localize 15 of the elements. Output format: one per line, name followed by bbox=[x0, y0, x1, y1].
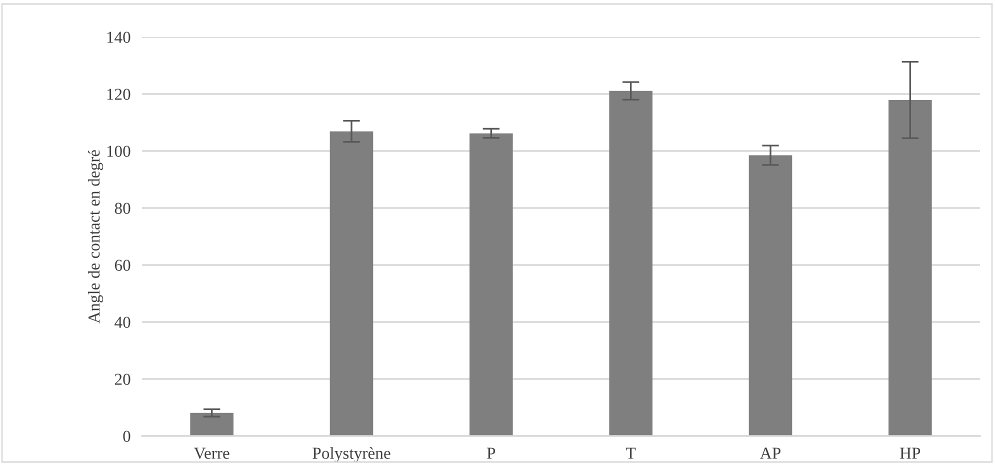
y-tick-label: 140 bbox=[107, 32, 130, 43]
x-tick-label: P bbox=[487, 448, 496, 459]
y-tick-label: 0 bbox=[123, 430, 130, 442]
y-tick-label: 20 bbox=[114, 374, 130, 385]
y-tick-label: 120 bbox=[107, 88, 130, 100]
x-tick-label: T bbox=[626, 448, 636, 459]
x-tick-label: Polystyrène bbox=[312, 447, 390, 462]
y-tick-label: 40 bbox=[114, 316, 130, 328]
y-tick-label: 60 bbox=[114, 260, 130, 271]
y-tick-label: 100 bbox=[107, 146, 130, 157]
x-tick-label: Verre bbox=[194, 448, 230, 459]
x-tick-label: HP bbox=[900, 448, 920, 459]
x-tick-label: AP bbox=[760, 448, 780, 459]
y-axis-title: Angle de contact en degré bbox=[88, 150, 104, 324]
y-tick-label: 80 bbox=[114, 202, 130, 214]
